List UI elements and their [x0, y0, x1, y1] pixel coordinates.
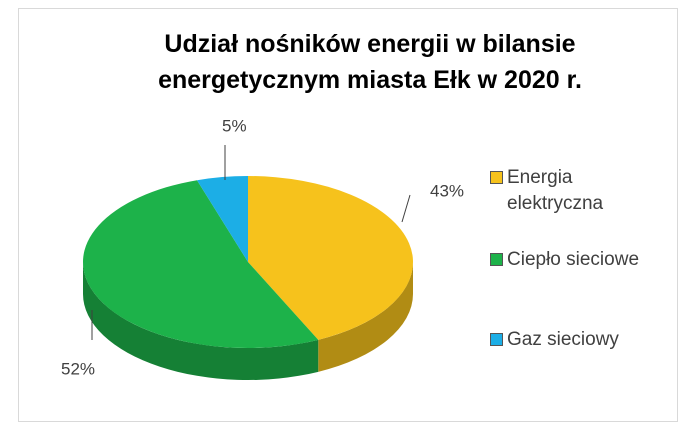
slice — [197, 176, 248, 262]
data-label: 43% — [430, 181, 464, 200]
legend-swatch — [490, 253, 503, 266]
chart-frame — [18, 8, 678, 422]
slice — [248, 176, 413, 340]
legend-swatch — [490, 171, 503, 184]
legend-item: Energia elektryczna — [490, 165, 680, 217]
legend-label: Ciepło sieciowe — [507, 249, 640, 270]
data-label: 52% — [61, 359, 95, 378]
legend-swatch — [490, 333, 503, 346]
slice-side — [83, 262, 319, 380]
slice — [82, 180, 319, 349]
data-label: 5% — [222, 116, 247, 135]
legend-label: Gaz sieciowy — [507, 329, 619, 350]
leader-line — [401, 194, 411, 223]
chart-title: Udział nośników energii w bilansie energ… — [158, 30, 582, 94]
slice-side — [318, 262, 413, 372]
legend-label: Energia elektryczna — [507, 167, 604, 214]
legend-item: Ciepło sieciowe — [490, 247, 680, 273]
legend-item: Gaz sieciowy — [490, 327, 680, 353]
